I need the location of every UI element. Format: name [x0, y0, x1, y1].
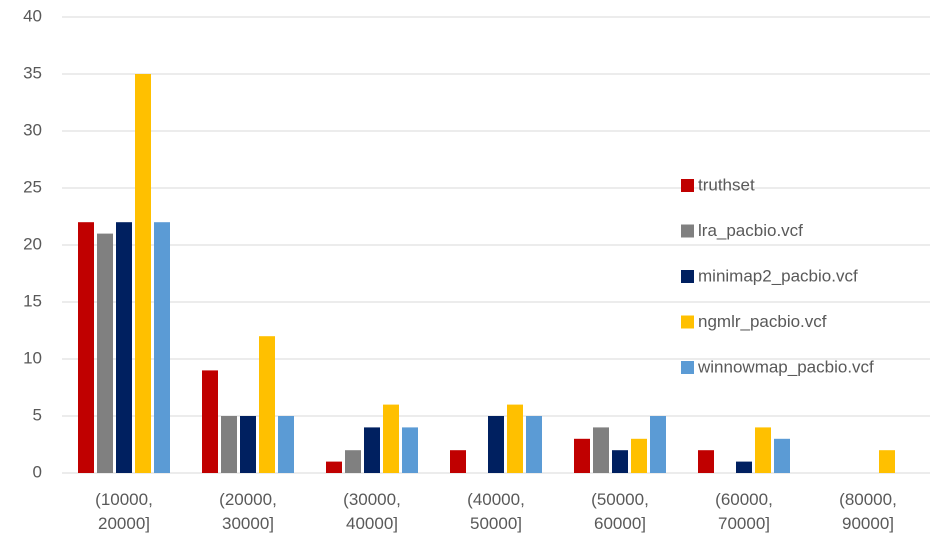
legend-label: minimap2_pacbio.vcf [698, 266, 858, 285]
bar [593, 427, 609, 473]
bar [736, 461, 752, 473]
bar [278, 416, 294, 473]
legend-label: lra_pacbio.vcf [698, 221, 803, 240]
x-tick-label: (40000, 50000] [467, 490, 525, 533]
legend-label: ngmlr_pacbio.vcf [698, 312, 827, 331]
bar [488, 416, 504, 473]
y-tick-label: 20 [23, 234, 42, 253]
y-tick-label: 35 [23, 63, 42, 82]
bar [259, 336, 275, 473]
bar [574, 438, 590, 473]
bar [650, 416, 666, 473]
bar [326, 461, 342, 473]
x-tick-label: (50000, 60000] [591, 490, 649, 533]
legend-swatch [681, 361, 694, 374]
legend-swatch [681, 315, 694, 329]
bar [78, 222, 94, 473]
legend-swatch [681, 270, 694, 283]
legend-label: truthset [698, 175, 755, 194]
legend-label: winnowmap_pacbio.vcf [697, 357, 874, 376]
bar [526, 416, 542, 473]
bar [345, 450, 361, 473]
bar [240, 416, 256, 473]
y-tick-label: 0 [33, 462, 42, 481]
bar [154, 222, 170, 473]
bar [364, 427, 380, 473]
x-tick-label: (10000, 20000] [95, 490, 153, 533]
y-tick-label: 5 [33, 405, 42, 424]
x-tick-label: (20000, 30000] [219, 490, 277, 533]
bar [202, 370, 218, 473]
bar [507, 404, 523, 473]
x-tick-label: (60000, 70000] [715, 490, 773, 533]
bar [774, 438, 790, 473]
bar [879, 450, 895, 473]
y-tick-label: 25 [23, 177, 42, 196]
x-tick-label: (30000, 40000] [343, 490, 401, 533]
legend-swatch [681, 224, 694, 238]
bar [383, 404, 399, 473]
y-tick-label: 40 [23, 6, 42, 25]
bar [755, 427, 771, 473]
x-tick-label: (80000, 90000] [839, 490, 897, 533]
legend-swatch [681, 179, 694, 192]
bar [116, 222, 132, 473]
y-tick-label: 15 [23, 291, 42, 310]
y-tick-label: 30 [23, 120, 42, 139]
bar [612, 450, 628, 473]
bar [402, 427, 418, 473]
bar [698, 450, 714, 473]
bar [631, 438, 647, 473]
y-tick-label: 10 [23, 348, 42, 367]
bar [221, 416, 237, 473]
bar [135, 74, 151, 473]
bar [97, 233, 113, 473]
bar [450, 450, 466, 473]
